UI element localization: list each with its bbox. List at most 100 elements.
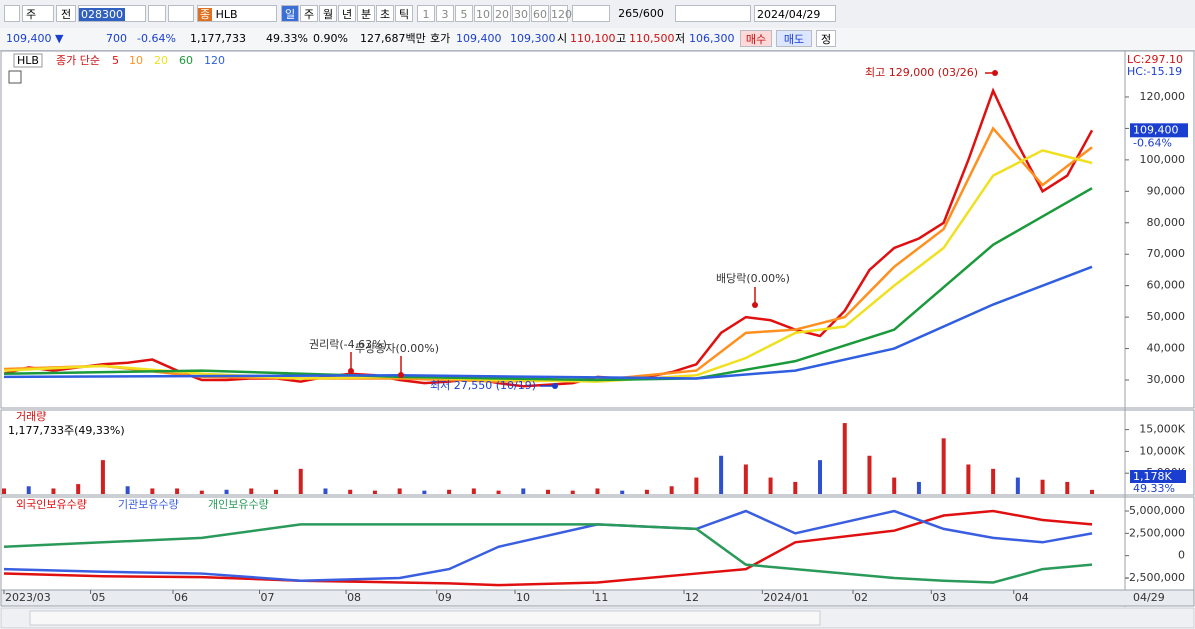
volume-bar <box>422 490 427 494</box>
legend-entry: 20 <box>154 54 168 67</box>
count-button[interactable]: 1 <box>417 5 435 22</box>
period-button[interactable]: 년 <box>338 5 356 22</box>
current-volume: 1,178K <box>1133 470 1172 483</box>
count-button[interactable]: 30 <box>512 5 530 22</box>
series-line <box>3 126 1093 383</box>
series-line <box>3 523 1093 584</box>
volume-bar <box>620 490 625 494</box>
prev-button[interactable]: 전 <box>56 5 76 22</box>
x-axis-bg <box>0 589 1195 607</box>
count: 265 <box>618 7 640 20</box>
arrow-head <box>992 70 998 76</box>
tool-icons[interactable] <box>675 5 751 22</box>
x-tick-label: 11 <box>594 591 608 604</box>
volume-bar <box>694 477 699 494</box>
count-button[interactable]: 60 <box>531 5 549 22</box>
y-tick-label: 60,000 <box>1147 279 1186 292</box>
x-tick-label: 12 <box>685 591 699 604</box>
period-button[interactable]: 주 <box>300 5 318 22</box>
y-tick-label: 2,500,000 <box>1129 526 1185 539</box>
high-label: 고 <box>616 32 627 45</box>
series-line <box>3 509 1093 582</box>
annotation: 무상증자(0.00%) <box>355 342 439 355</box>
legend-entry: 5 <box>112 54 119 67</box>
price: 109,400 ▼ <box>6 32 64 45</box>
count-button[interactable]: 20 <box>493 5 511 22</box>
volume-bar <box>521 488 526 494</box>
volume-bar <box>966 464 971 494</box>
volume-bar <box>546 489 551 494</box>
x-tick-label: 04 <box>1015 591 1029 604</box>
current-price-box <box>1130 123 1188 138</box>
volume-bar <box>471 488 476 494</box>
volume-bar <box>298 468 303 494</box>
current-price: 109,400 <box>1133 123 1179 136</box>
hc-label: HC:-15.19 <box>1127 65 1182 78</box>
current-volume-rate: 49.33% <box>1133 482 1175 495</box>
scroll-thumb[interactable] <box>29 610 821 626</box>
legend-entry: 외국인보유수량 <box>16 498 87 511</box>
y-tick-label: 15,000K <box>1139 423 1185 436</box>
low-label: 저 <box>675 32 686 45</box>
sell-button[interactable]: 매도 <box>776 30 812 47</box>
x-tick-label: 03 <box>932 591 946 604</box>
code: 028300 <box>79 8 125 21</box>
period-button[interactable]: 틱 <box>395 5 413 22</box>
count-button[interactable]: 120 <box>550 5 572 22</box>
volume-bar <box>1015 477 1020 494</box>
x-tick-label: 05 <box>92 591 106 604</box>
date-input[interactable]: 2024/04/29 <box>754 5 836 22</box>
volume-bar <box>793 481 798 494</box>
arrow-head <box>752 302 758 308</box>
sound-button[interactable] <box>168 5 194 22</box>
open: 110,100 <box>570 32 616 45</box>
count-button[interactable]: 10 <box>474 5 492 22</box>
menu-icon[interactable] <box>4 5 20 22</box>
period-button[interactable]: 월 <box>319 5 337 22</box>
name-tag: 종 <box>198 8 213 21</box>
arrow-head <box>348 368 354 374</box>
x-tick-label: 02 <box>854 591 868 604</box>
volume-bar <box>274 489 279 494</box>
period-button[interactable]: 일 <box>281 5 299 22</box>
stock-name: HLB <box>215 8 238 21</box>
legend-entry: 개인보유수량 <box>208 498 269 511</box>
volume-bar <box>2 488 6 494</box>
search-button[interactable] <box>148 5 166 22</box>
volume-bar <box>570 490 575 494</box>
correct-button[interactable]: 정 <box>816 30 836 47</box>
right-axis-bg <box>1125 51 1195 608</box>
change-rate: -0.64% <box>137 32 176 45</box>
series-line <box>3 187 1093 382</box>
volume-bar <box>323 488 328 494</box>
x-tick-label: 08 <box>347 591 361 604</box>
name-box[interactable]: 종 HLB <box>197 5 277 22</box>
low: 106,300 <box>689 32 735 45</box>
x-tick-label: 2023/03 <box>5 591 51 604</box>
x-tick-label: 06 <box>174 591 188 604</box>
period-button[interactable]: 분 <box>357 5 375 22</box>
volume-bar <box>892 477 897 494</box>
x-tick-label: 10 <box>516 591 530 604</box>
count-button[interactable]: 5 <box>455 5 473 22</box>
y-tick-label: -2,500,000 <box>1125 571 1185 584</box>
volume-bar <box>447 489 452 494</box>
annotation: 최고 129,000 (03/26) <box>865 66 978 79</box>
legend-entry: 기관보유수량 <box>118 498 179 511</box>
y-tick-label: 120,000 <box>1140 90 1186 103</box>
series-line <box>3 87 1094 388</box>
market-select[interactable]: 주 <box>22 5 54 22</box>
volume-bar <box>595 488 600 494</box>
buy-button[interactable]: 매수 <box>740 30 772 47</box>
volume-rate: 49.33% <box>266 32 308 45</box>
count-button[interactable]: 3 <box>436 5 454 22</box>
code-input[interactable]: 028300 <box>78 5 146 22</box>
volume-bar <box>1065 481 1070 494</box>
volume-bar <box>867 455 872 494</box>
period-button[interactable]: 초 <box>376 5 394 22</box>
dropdown[interactable] <box>572 5 610 22</box>
x-tick-label: 09 <box>438 591 452 604</box>
arrow-head <box>398 372 404 378</box>
